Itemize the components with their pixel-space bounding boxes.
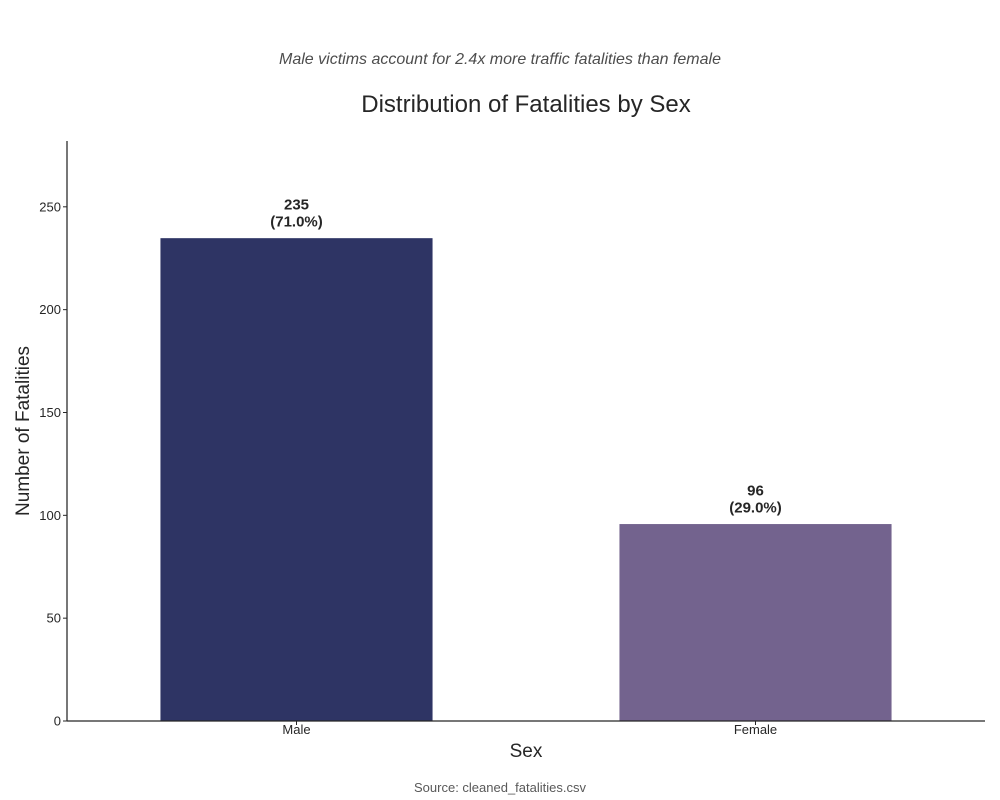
bar-value-label: 235	[284, 197, 309, 214]
source-note: Source: cleaned_fatalities.csv	[414, 780, 586, 795]
chart-title: Distribution of Fatalities by Sex	[361, 91, 690, 118]
y-axis-label: Number of Fatalities	[13, 346, 34, 516]
y-axis-ticks: 0 50 100 150 200 250	[39, 199, 67, 729]
y-tick-label: 250	[39, 199, 61, 214]
y-tick-label: 50	[47, 611, 61, 626]
chart-subtitle: Male victims account for 2.4x more traff…	[279, 51, 721, 68]
x-tick-label: Female	[734, 722, 777, 737]
bars-group	[159, 237, 893, 722]
y-tick-label: 200	[39, 302, 61, 317]
bar-value-label: 96	[747, 483, 764, 500]
y-tick-label: 100	[39, 508, 61, 523]
bar-male	[159, 237, 434, 722]
bar-female	[618, 523, 893, 722]
y-tick-label: 0	[54, 714, 61, 729]
bar-percent-label: (71.0%)	[270, 214, 323, 231]
x-tick-label: Male	[282, 722, 310, 737]
bar-percent-label: (29.0%)	[729, 500, 782, 517]
y-tick-label: 150	[39, 405, 61, 420]
x-axis-label: Sex	[510, 741, 543, 762]
x-axis-ticks: Male Female	[282, 721, 777, 737]
value-labels-group: 235(71.0%) 96(29.0%)	[270, 197, 782, 517]
